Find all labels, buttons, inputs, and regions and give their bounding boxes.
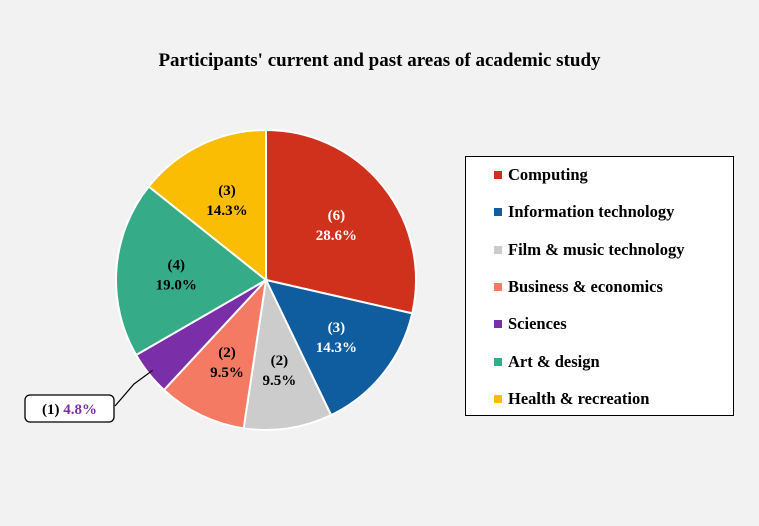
legend-swatch [494, 208, 502, 217]
data-label-sciences: (1) 4.8% [42, 402, 97, 418]
legend-label: Film & music technology [508, 239, 685, 259]
pie-slice-art-design [115, 185, 268, 357]
callout-box [24, 394, 115, 423]
legend-swatch [494, 357, 502, 366]
legend-label: Art & design [508, 351, 600, 371]
legend-swatch [494, 282, 502, 291]
legend-item-art-design: Art & design [494, 352, 600, 372]
legend-item-film-music-technology: Film & music technology [494, 240, 684, 260]
legend-swatch [494, 394, 502, 403]
pie-slice-computing [265, 128, 417, 315]
legend-label: Sciences [508, 314, 567, 334]
data-label-information-technology: (3) 14.3% [316, 320, 357, 356]
callout-leader-line [114, 369, 153, 407]
pie-slice-film-music-technology [242, 276, 333, 431]
legend-swatch [494, 171, 502, 179]
pie-slice-business-economics [162, 276, 268, 430]
legend-item-sciences: Sciences [494, 314, 567, 334]
legend-label: Computing [508, 165, 588, 184]
legend-label: Health & recreation [508, 388, 650, 408]
legend-label: Information technology [508, 202, 675, 222]
legend: Computing Information technology Film & mu… [465, 156, 734, 416]
pie-slice-information-technology [264, 278, 414, 417]
pie-slice-health-recreation [147, 128, 267, 283]
data-label-business-economics: (2) 9.5% [210, 345, 244, 381]
legend-item-information-technology: Information technology [494, 202, 674, 222]
legend-item-business-economics: Business & economics [494, 277, 663, 297]
legend-label: Business & economics [508, 276, 663, 296]
chart-title: Participants' current and past areas of … [158, 50, 601, 71]
legend-item-computing: Computing [494, 165, 588, 185]
legend-swatch [494, 320, 502, 329]
data-label-film-music-technology: (2) 9.5% [263, 353, 297, 389]
data-label-art-design: (4) 19.0% [156, 257, 197, 293]
legend-item-health-recreation: Health & recreation [494, 389, 649, 409]
data-label-computing: (6) 28.6% [316, 208, 357, 244]
data-label-health-recreation: (3) 14.3% [206, 183, 247, 219]
legend-swatch [494, 245, 502, 254]
